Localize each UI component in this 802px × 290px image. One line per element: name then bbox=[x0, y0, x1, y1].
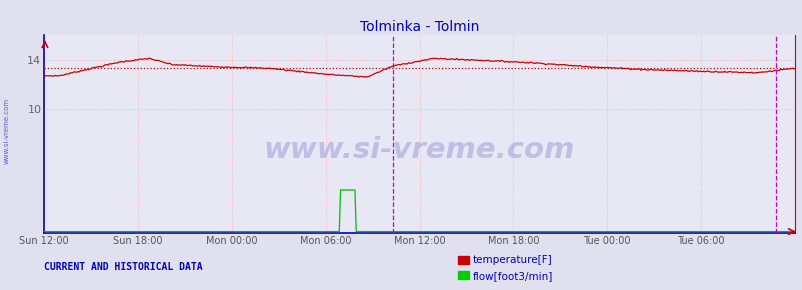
Legend: temperature[F], flow[foot3/min]: temperature[F], flow[foot3/min] bbox=[454, 251, 557, 285]
Text: www.si-vreme.com: www.si-vreme.com bbox=[264, 136, 574, 164]
Text: www.si-vreme.com: www.si-vreme.com bbox=[3, 97, 10, 164]
Text: CURRENT AND HISTORICAL DATA: CURRENT AND HISTORICAL DATA bbox=[44, 262, 203, 272]
Title: Tolminka - Tolmin: Tolminka - Tolmin bbox=[359, 20, 479, 34]
